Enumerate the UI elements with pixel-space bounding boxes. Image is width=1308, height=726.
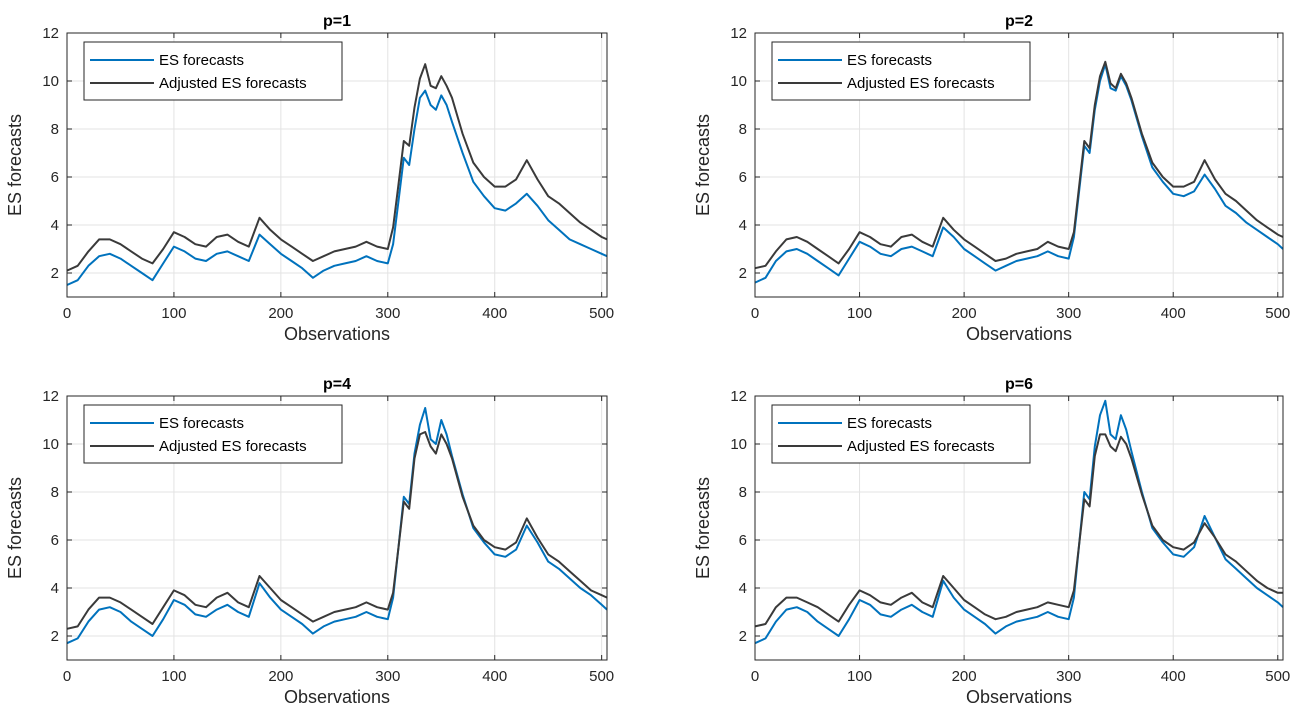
chart-panel-2: 0 100 200 300 400 500 2 4 6 8 10 12 p=2 Observations E… bbox=[693, 13, 1290, 344]
es-forecasts-line bbox=[66, 89, 608, 286]
legend-entry: Adjusted ES forecasts bbox=[847, 438, 995, 455]
x-tick-label: 200 bbox=[268, 305, 293, 322]
x-tick-label: 0 bbox=[751, 668, 759, 685]
x-tick-label: 400 bbox=[1161, 305, 1186, 322]
axes-box bbox=[66, 32, 608, 298]
chart-panel-4: 0 100 200 300 400 500 2 4 6 8 10 12 p=6 Observations E… bbox=[693, 376, 1290, 707]
x-tick-label: 0 bbox=[63, 668, 71, 685]
y-tick-label: 4 bbox=[739, 217, 747, 234]
x-tick-label: 500 bbox=[589, 668, 614, 685]
es-forecasts-line bbox=[754, 399, 1284, 645]
y-tick-label: 10 bbox=[42, 73, 59, 90]
legend: ES forecasts Adjusted ES forecasts bbox=[83, 404, 343, 464]
x-tick-label: 0 bbox=[751, 305, 759, 322]
y-tick-label: 8 bbox=[51, 484, 59, 501]
y-tick-label: 12 bbox=[730, 25, 747, 42]
y-tick-label: 2 bbox=[739, 265, 747, 282]
y-tick-label: 2 bbox=[51, 265, 59, 282]
x-tick-label: 500 bbox=[589, 305, 614, 322]
y-tick-label: 2 bbox=[739, 628, 747, 645]
legend-entry: Adjusted ES forecasts bbox=[159, 75, 307, 92]
x-tick-label: 400 bbox=[482, 305, 507, 322]
axes-box bbox=[66, 395, 608, 661]
x-tick-label: 0 bbox=[63, 305, 71, 322]
es-forecasts-line bbox=[66, 407, 608, 645]
y-tick-label: 10 bbox=[42, 436, 59, 453]
x-tick-label: 100 bbox=[847, 305, 872, 322]
y-tick-label: 6 bbox=[739, 532, 747, 549]
x-tick-label: 200 bbox=[952, 668, 977, 685]
legend: ES forecasts Adjusted ES forecasts bbox=[771, 404, 1031, 464]
legend-entry: ES forecasts bbox=[847, 415, 932, 432]
chart-title: p=4 bbox=[323, 376, 351, 393]
x-tick-label: 300 bbox=[375, 305, 400, 322]
legend: ES forecasts Adjusted ES forecasts bbox=[83, 41, 343, 101]
y-axis-label: ES forecasts bbox=[693, 114, 713, 216]
y-tick-label: 4 bbox=[51, 580, 59, 597]
x-tick-label: 300 bbox=[1056, 305, 1081, 322]
y-tick-label: 2 bbox=[51, 628, 59, 645]
chart-title: p=2 bbox=[1005, 13, 1033, 30]
chart-panel-1: 0 100 200 300 400 500 2 4 6 8 10 12 p=1 Observations E… bbox=[5, 13, 614, 344]
x-tick-label: 300 bbox=[1056, 668, 1081, 685]
adjusted-es-forecasts-line bbox=[66, 63, 608, 272]
es-forecasts-line bbox=[754, 63, 1284, 284]
y-tick-label: 4 bbox=[739, 580, 747, 597]
chart-title: p=1 bbox=[323, 13, 351, 30]
legend-box bbox=[83, 41, 343, 101]
y-tick-label: 12 bbox=[730, 388, 747, 405]
axes-box bbox=[754, 32, 1284, 298]
y-tick-label: 8 bbox=[51, 121, 59, 138]
x-tick-label: 500 bbox=[1265, 305, 1290, 322]
y-tick-label: 10 bbox=[730, 73, 747, 90]
legend-box bbox=[771, 41, 1031, 101]
x-tick-label: 400 bbox=[1161, 668, 1186, 685]
x-axis-label: Observations bbox=[284, 324, 390, 344]
legend-entry: Adjusted ES forecasts bbox=[847, 75, 995, 92]
y-tick-label: 8 bbox=[739, 121, 747, 138]
x-tick-label: 300 bbox=[375, 668, 400, 685]
legend-entry: Adjusted ES forecasts bbox=[159, 438, 307, 455]
y-tick-label: 8 bbox=[739, 484, 747, 501]
x-axis-label: Observations bbox=[966, 324, 1072, 344]
chart-panel-3: 0 100 200 300 400 500 2 4 6 8 10 12 p=4 Observations E… bbox=[5, 376, 614, 707]
x-axis-label: Observations bbox=[284, 687, 390, 707]
adjusted-es-forecasts-line bbox=[754, 433, 1283, 628]
y-tick-label: 6 bbox=[739, 169, 747, 186]
x-tick-label: 100 bbox=[847, 668, 872, 685]
y-axis-label: ES forecasts bbox=[5, 114, 25, 216]
x-tick-label: 400 bbox=[482, 668, 507, 685]
legend-box bbox=[83, 404, 343, 464]
chart-title: p=6 bbox=[1005, 376, 1033, 393]
legend-box bbox=[771, 404, 1031, 464]
y-tick-label: 12 bbox=[42, 388, 59, 405]
legend-entry: ES forecasts bbox=[847, 52, 932, 69]
y-tick-label: 6 bbox=[51, 532, 59, 549]
x-tick-label: 200 bbox=[268, 668, 293, 685]
x-tick-label: 100 bbox=[161, 305, 186, 322]
y-tick-label: 10 bbox=[730, 436, 747, 453]
legend-entry: ES forecasts bbox=[159, 415, 244, 432]
x-tick-label: 100 bbox=[161, 668, 186, 685]
x-tick-label: 500 bbox=[1265, 668, 1290, 685]
adjusted-es-forecasts-line bbox=[66, 431, 608, 630]
y-tick-label: 12 bbox=[42, 25, 59, 42]
legend: ES forecasts Adjusted ES forecasts bbox=[771, 41, 1031, 101]
axes-box bbox=[754, 395, 1284, 661]
y-tick-label: 6 bbox=[51, 169, 59, 186]
x-tick-label: 200 bbox=[952, 305, 977, 322]
y-axis-label: ES forecasts bbox=[693, 477, 713, 579]
x-axis-label: Observations bbox=[966, 687, 1072, 707]
y-tick-label: 4 bbox=[51, 217, 59, 234]
legend-entry: ES forecasts bbox=[159, 52, 244, 69]
y-axis-label: ES forecasts bbox=[5, 477, 25, 579]
adjusted-es-forecasts-line bbox=[754, 60, 1284, 270]
